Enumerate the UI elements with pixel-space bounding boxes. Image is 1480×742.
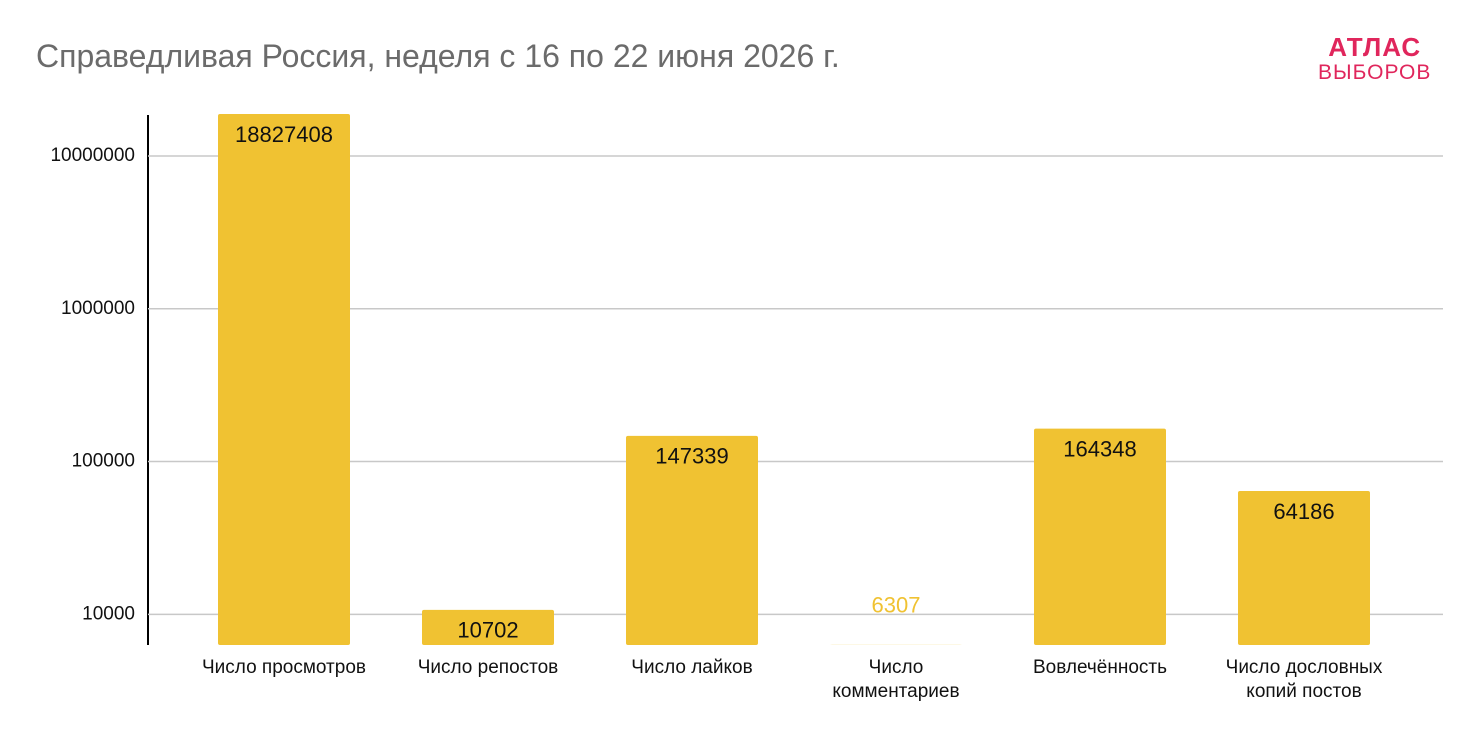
bar (422, 609, 554, 645)
x-tick-label: Вовлечённость (1032, 657, 1168, 678)
bar (1034, 428, 1166, 645)
x-tick-label: Число просмотров (202, 657, 366, 678)
value-label: 18827408 (235, 122, 333, 147)
logo: АТЛАС ВЫБОРОВ (1318, 34, 1431, 86)
value-label: 10702 (457, 618, 518, 643)
bar (1238, 490, 1370, 645)
x-tick-label: Число репостов (417, 657, 559, 678)
bar (218, 114, 350, 645)
y-tick-label: 10000 (82, 603, 135, 624)
value-label: 147339 (655, 444, 728, 469)
value-label: 64186 (1273, 499, 1334, 524)
value-label: 6307 (872, 593, 921, 618)
logo-line: ВЫБОРОВ (1318, 61, 1432, 84)
y-tick-label: 10000000 (50, 145, 135, 166)
value-label: 164348 (1063, 436, 1136, 461)
x-tick-label: Число комментариев (832, 657, 960, 702)
y-tick-label: 100000 (72, 451, 135, 472)
x-tick-label: Число дословных копий постов (1225, 657, 1383, 702)
y-tick-label: 1000000 (61, 298, 135, 319)
bar (626, 435, 758, 645)
logo-line: АТЛАС (1328, 32, 1422, 62)
x-tick-label: Число лайков (631, 657, 753, 678)
chart-title: Справедливая Россия, неделя с 16 по 22 и… (36, 38, 840, 74)
